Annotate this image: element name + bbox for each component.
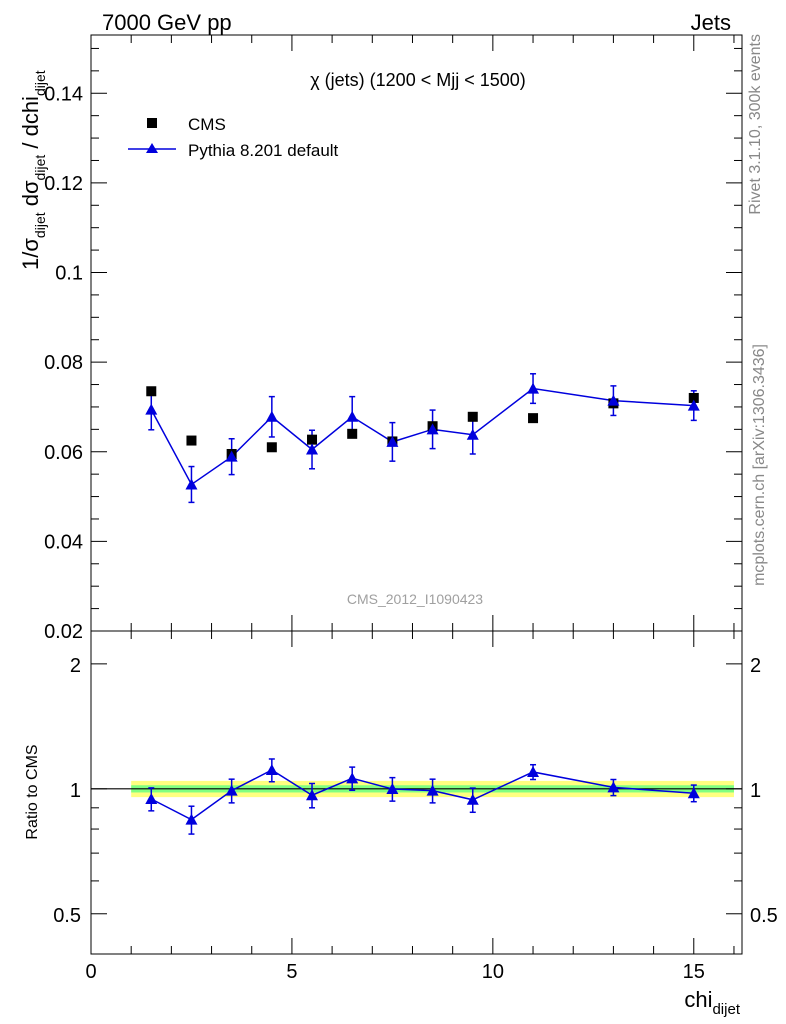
x-tick-label: 10 bbox=[482, 961, 504, 983]
x-label-sub: dijet bbox=[712, 1001, 740, 1018]
mc-point bbox=[145, 403, 158, 415]
main-y-ticks: 0.02 0.04 0.06 0.08 0.1 0.12 0.14 bbox=[44, 47, 742, 643]
ratio-line bbox=[150, 769, 694, 821]
main-x-ticks bbox=[90, 35, 735, 631]
cms-point bbox=[688, 392, 699, 403]
ratio-y-ticks: 0.5 0.5 1 1 2 2 bbox=[53, 655, 778, 955]
mc-point bbox=[306, 443, 319, 455]
mcplots-label: mcplots.cern.ch [arXiv:1306.3436] bbox=[751, 344, 768, 586]
main-y-label: 1/σdijet dσdijet / dchidijet bbox=[18, 70, 48, 270]
ratio-panel: 0.5 0.5 1 1 2 2 0 5 10 15 Ratio to CMS chidijet bbox=[24, 630, 778, 1018]
cms-point bbox=[307, 434, 318, 445]
ylabel-part-b: dijet bbox=[32, 212, 48, 238]
x-tick-label: 5 bbox=[286, 961, 297, 983]
y-tick-label: 0.08 bbox=[44, 352, 83, 374]
ratio-point bbox=[386, 783, 399, 795]
cms-point bbox=[467, 411, 478, 422]
ratio-y-tick-label-right: 2 bbox=[750, 655, 761, 677]
legend-label-mc: Pythia 8.201 default bbox=[188, 141, 339, 160]
ratio-point bbox=[426, 784, 439, 796]
ratio-point bbox=[145, 793, 158, 805]
ratio-y-tick-label: 0.5 bbox=[53, 905, 81, 927]
main-series bbox=[145, 373, 700, 504]
ratio-x-ticks: 0 5 10 15 bbox=[85, 631, 735, 983]
header-left: 7000 GeV pp bbox=[102, 10, 232, 35]
cms-point bbox=[528, 413, 539, 424]
mc-point bbox=[386, 435, 399, 447]
main-panel: 0.02 0.04 0.06 0.08 0.1 0.12 0.14 χ (jets) (12… bbox=[18, 34, 743, 643]
ratio-y-tick-label-right: 1 bbox=[750, 780, 761, 802]
chart-title: χ (jets) (1200 < Mjj < 1500) bbox=[310, 70, 526, 90]
header-right: Jets bbox=[691, 10, 731, 35]
ratio-y-tick-label-right: 0.5 bbox=[750, 905, 778, 927]
ratio-y-label: Ratio to CMS bbox=[24, 744, 41, 839]
rivet-label: Rivet 3.1.10, 300k events bbox=[747, 34, 764, 215]
ratio-point bbox=[225, 784, 238, 796]
cms-point bbox=[266, 442, 277, 453]
legend-marker-mc bbox=[146, 143, 158, 153]
mc-point bbox=[527, 382, 540, 394]
cms-point bbox=[186, 435, 197, 446]
ratio-point bbox=[306, 789, 319, 801]
x-axis-label: chidijet bbox=[684, 987, 740, 1018]
ylabel-part-e: / dchi bbox=[18, 96, 43, 155]
ylabel-part-c: dσ bbox=[18, 180, 43, 212]
y-tick-label: 0.02 bbox=[44, 621, 83, 643]
y-tick-label: 0.12 bbox=[44, 173, 83, 195]
ratio-series bbox=[145, 758, 700, 835]
mc-point bbox=[607, 394, 620, 406]
ratio-point bbox=[687, 787, 700, 799]
y-tick-label: 0.06 bbox=[44, 442, 83, 464]
legend-marker-cms bbox=[147, 118, 157, 128]
legend: CMS Pythia 8.201 default bbox=[128, 115, 339, 160]
mc-line bbox=[150, 387, 694, 486]
mc-point bbox=[426, 423, 439, 435]
cms-point bbox=[347, 428, 358, 439]
cms-point bbox=[146, 386, 157, 397]
ratio-y-tick-label: 1 bbox=[70, 780, 81, 802]
mc-point bbox=[687, 399, 700, 411]
ratio-point bbox=[466, 793, 479, 805]
svg-text:1/σdijet dσdijet / dchidijet: 1/σdijet dσdijet / dchidijet bbox=[18, 70, 48, 270]
mc-point bbox=[185, 478, 198, 490]
ratio-point bbox=[346, 772, 359, 784]
x-tick-label: 0 bbox=[85, 961, 96, 983]
ratio-point bbox=[265, 764, 278, 776]
ylabel-part-f: dijet bbox=[32, 70, 48, 96]
y-tick-label: 0.1 bbox=[55, 263, 83, 285]
legend-label-cms: CMS bbox=[188, 115, 226, 134]
ylabel-part-d: dijet bbox=[32, 155, 48, 181]
y-tick-label: 0.14 bbox=[44, 83, 83, 105]
ylabel-part-a: 1/σ bbox=[18, 238, 43, 270]
mc-point bbox=[225, 450, 238, 462]
x-tick-label: 15 bbox=[683, 961, 705, 983]
mc-point bbox=[346, 410, 359, 422]
ratio-frame bbox=[90, 630, 743, 955]
watermark: CMS_2012_I1090423 bbox=[347, 591, 483, 607]
x-label-main: chi bbox=[684, 987, 712, 1012]
ratio-point bbox=[607, 781, 620, 793]
mc-point bbox=[265, 410, 278, 422]
mc-point bbox=[466, 428, 479, 440]
ratio-point bbox=[185, 813, 198, 825]
y-tick-label: 0.04 bbox=[44, 531, 83, 553]
ratio-point bbox=[527, 765, 540, 777]
ratio-y-tick-label: 2 bbox=[70, 655, 81, 677]
